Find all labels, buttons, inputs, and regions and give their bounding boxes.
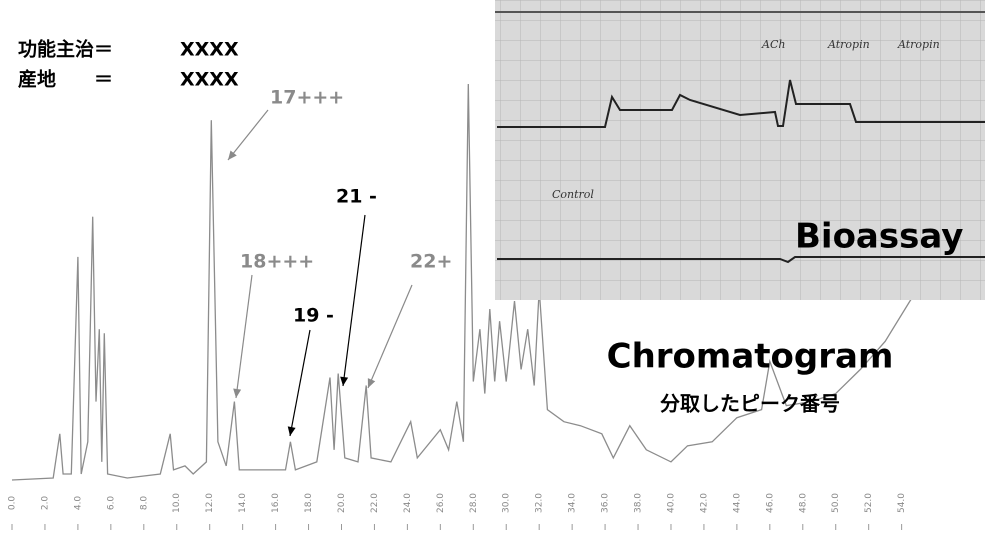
x-tick-label: 28.0 <box>469 493 479 513</box>
x-tick-label: 44.0 <box>732 493 742 513</box>
x-tick-label: 30.0 <box>502 493 512 513</box>
arrow-head <box>233 389 241 398</box>
annotation-arrow <box>236 275 252 398</box>
arrow-head <box>288 426 296 436</box>
photo-label: Atropin <box>897 38 940 51</box>
inset-title: Bioassay <box>795 217 963 257</box>
chart-title: Chromatogram <box>607 337 894 377</box>
x-tick-label: 38.0 <box>634 493 644 513</box>
photo-label: Control <box>552 188 594 201</box>
x-tick-label: 36.0 <box>601 493 611 513</box>
info-value: XXXX <box>180 69 239 91</box>
x-tick-label: 16.0 <box>271 493 281 513</box>
annotation: 21 - <box>336 186 377 208</box>
bioassay-photo: Control ACh Atropin Atropin Bioassay <box>495 0 985 300</box>
x-tick-label: 14.0 <box>238 493 248 513</box>
x-tick-label: 42.0 <box>699 493 709 513</box>
x-tick-label: 10.0 <box>172 493 182 513</box>
x-tick-label: 34.0 <box>568 493 578 513</box>
figure: 0.0 2.0 4.0 6.0 8.0 10.0 12.0 14.0 16.0 18.0 20.0 2… <box>0 0 995 534</box>
annotation-arrow <box>228 110 268 160</box>
info-label: 功能主治＝ <box>18 38 113 61</box>
x-tick-label: 2.0 <box>40 496 50 511</box>
annotation: 17+++ <box>270 87 344 109</box>
x-tick-label: 32.0 <box>535 493 545 513</box>
x-tick-label: 0.0 <box>8 496 18 511</box>
annotation: 19 - <box>293 305 334 327</box>
x-tick-label: 8.0 <box>139 496 149 511</box>
x-tick-label: 24.0 <box>403 493 413 513</box>
x-tick-label: 52.0 <box>864 493 874 513</box>
x-tick-label: 50.0 <box>831 493 841 513</box>
x-tick-label: 6.0 <box>106 496 116 511</box>
arrow-head <box>228 150 237 160</box>
x-tick-label: 4.0 <box>73 496 83 511</box>
info-label: 産地 ＝ <box>18 68 113 91</box>
x-tick-label: 12.0 <box>205 493 215 513</box>
x-tick-label: 18.0 <box>304 493 314 513</box>
x-tick-label: 54.0 <box>897 493 907 513</box>
x-tick-label: 22.0 <box>370 493 380 513</box>
annotation-arrow <box>290 330 310 436</box>
photo-label: Atropin <box>827 38 870 51</box>
x-tick-label: 26.0 <box>436 493 446 513</box>
x-tick-label: 48.0 <box>798 493 808 513</box>
x-tick-label: 40.0 <box>666 493 676 513</box>
annotation-arrow <box>368 285 412 388</box>
annotation: 18+++ <box>240 251 314 273</box>
x-tick-label: 20.0 <box>337 493 347 513</box>
photo-label: ACh <box>761 38 785 51</box>
x-tick-label: 46.0 <box>765 493 775 513</box>
info-value: XXXX <box>180 39 239 61</box>
chart-subtitle: 分取したピーク番号 <box>660 392 840 416</box>
annotation-arrow <box>343 215 365 386</box>
annotation: 22+ <box>410 251 452 273</box>
arrow-head <box>340 377 348 386</box>
